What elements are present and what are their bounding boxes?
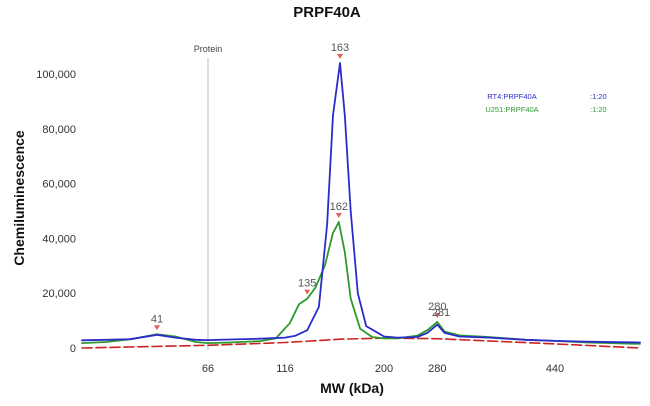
y-axis-title: Chemiluminescence — [11, 130, 27, 266]
y-tick-label: 40,000 — [42, 233, 76, 245]
peak-label: 163 — [331, 42, 349, 54]
y-tick-label: 20,000 — [42, 288, 76, 300]
x-tick-label: 116 — [276, 363, 294, 375]
peak-label-marker — [335, 212, 342, 218]
peak-label: 162 — [330, 201, 348, 213]
peak-label-marker — [434, 312, 441, 318]
legend-series-ratio: :1:20 — [590, 92, 607, 101]
y-tick-label: 0 — [70, 343, 76, 355]
y-tick-label: 80,000 — [42, 124, 76, 136]
peak-label-marker — [154, 325, 160, 331]
peak-label: 280 — [428, 301, 446, 313]
peak-label: 135 — [298, 278, 316, 290]
peak-label: 41 — [151, 313, 163, 325]
x-axis: 66 116 200 280 440 — [202, 363, 564, 375]
legend: RT4:PRPF40A :1:20 U251:PRPF40A :1:20 — [485, 92, 606, 114]
chart-title: PRPF40A — [293, 4, 361, 21]
x-tick-label: 280 — [428, 363, 446, 375]
legend-series-name: U251:PRPF40A — [485, 105, 538, 114]
x-tick-label: 440 — [546, 363, 564, 375]
y-tick-label: 60,000 — [42, 179, 76, 191]
y-axis: 0 20,000 40,000 60,000 80,000 100,000 — [36, 69, 76, 355]
y-tick-label: 100,000 — [36, 69, 76, 81]
protein-marker-label: Protein — [194, 44, 223, 54]
peak-label: 281 — [432, 307, 450, 319]
x-tick-label: 66 — [202, 363, 214, 375]
series-line-baseline — [81, 337, 641, 349]
series-line-u251 — [81, 221, 641, 345]
x-tick-label: 200 — [375, 363, 393, 375]
legend-series-name: RT4:PRPF40A — [487, 92, 536, 101]
series-layer — [81, 62, 641, 349]
legend-series-ratio: :1:20 — [590, 105, 607, 114]
x-axis-title: MW (kDa) — [320, 380, 384, 396]
series-line-rt4 — [81, 62, 641, 344]
peak-label-marker — [337, 54, 343, 60]
peak-label-marker — [304, 289, 311, 295]
